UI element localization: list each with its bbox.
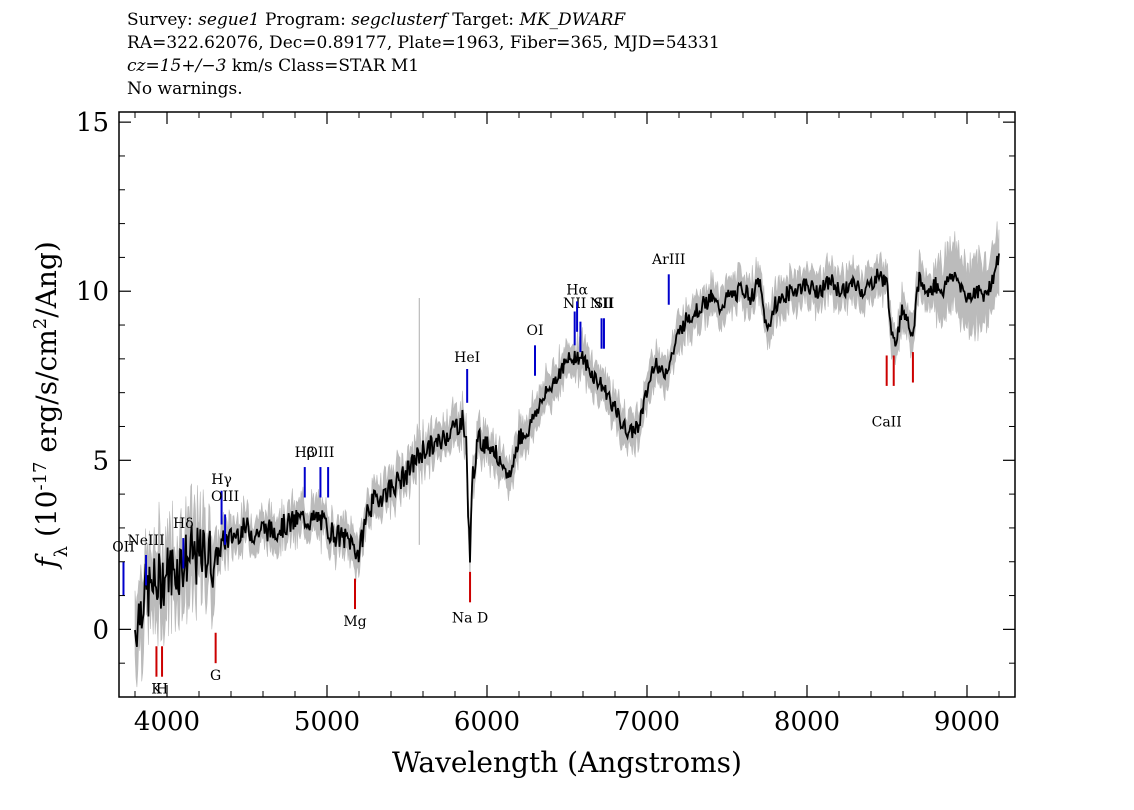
line-label: CaII — [872, 414, 902, 430]
x-tick-label: 5000 — [294, 707, 360, 737]
header-line-4: No warnings. — [127, 79, 243, 99]
line-label: OIII — [306, 445, 334, 461]
y-axis-ticks: 0 5 10 15 — [76, 108, 1015, 664]
line-label: Hδ — [173, 516, 194, 532]
line-label: OIII — [211, 489, 239, 505]
target-value: MK_DWARF — [519, 10, 626, 30]
y-tick-label: 0 — [92, 615, 109, 645]
line-label: Hγ — [211, 472, 232, 488]
line-label: ArIII — [651, 252, 685, 268]
y-axis-label: fλ (10-17 erg/s/cm2/Ang) — [30, 241, 72, 570]
line-label: SII — [594, 296, 615, 312]
x-tick-label: 4000 — [134, 707, 200, 737]
survey-value: segue1 — [198, 10, 260, 30]
target-label: Target: — [452, 10, 515, 30]
x-tick-label: 9000 — [934, 707, 1000, 737]
header-line-2: RA=322.62076, Dec=0.89177, Plate=1963, F… — [127, 33, 720, 53]
program-label: Program: — [265, 10, 346, 30]
line-label: G — [210, 668, 221, 684]
line-label: NII — [563, 296, 586, 312]
header-line-1: Survey: segue1 Program: segclusterf Targ… — [127, 9, 720, 32]
line-label: OII — [112, 540, 135, 556]
y-tick-label: 5 — [92, 446, 109, 476]
cz-label: cz= — [127, 56, 160, 76]
line-label: Hα — [566, 283, 588, 299]
line-label: OI — [526, 323, 543, 339]
line-label: Hβ — [295, 445, 315, 461]
y-tick-label: 10 — [76, 277, 109, 307]
line-label: NII — [590, 296, 613, 312]
y-tick-label: 15 — [76, 108, 109, 138]
x-tick-label: 6000 — [454, 707, 520, 737]
spectrum-header: Survey: segue1 Program: segclusterf Targ… — [127, 9, 720, 101]
line-label: HeI — [454, 350, 480, 366]
x-tick-label: 8000 — [774, 707, 840, 737]
error-band — [134, 221, 1000, 688]
line-label: Na D — [452, 611, 488, 627]
header-line-3: cz=15+/−3 km/s Class=STAR M1 — [127, 55, 720, 78]
x-axis-ticks: 4000 5000 6000 7000 8000 9000 — [134, 112, 1000, 737]
x-tick-label: 7000 — [614, 707, 680, 737]
line-label: K — [151, 682, 162, 698]
flux-line — [134, 253, 1000, 648]
class-text: km/s Class=STAR M1 — [231, 56, 420, 76]
plot-frame — [118, 111, 1016, 698]
x-axis-label: Wavelength (Angstroms) — [392, 746, 742, 779]
error-band-area — [134, 221, 1000, 688]
spectral-line-markers: OIINeIIIHδHγOIIIHβOIIIHeIOINIIHαNIISIIAr… — [112, 252, 914, 698]
flux-series — [134, 253, 1000, 648]
program-value: segclusterf — [351, 10, 447, 30]
cz-value: 15+/−3 — [159, 56, 227, 76]
survey-label: Survey: — [127, 10, 193, 30]
line-label: Mg — [343, 614, 366, 630]
line-label: H — [156, 682, 168, 698]
line-label: NeIII — [127, 533, 164, 549]
